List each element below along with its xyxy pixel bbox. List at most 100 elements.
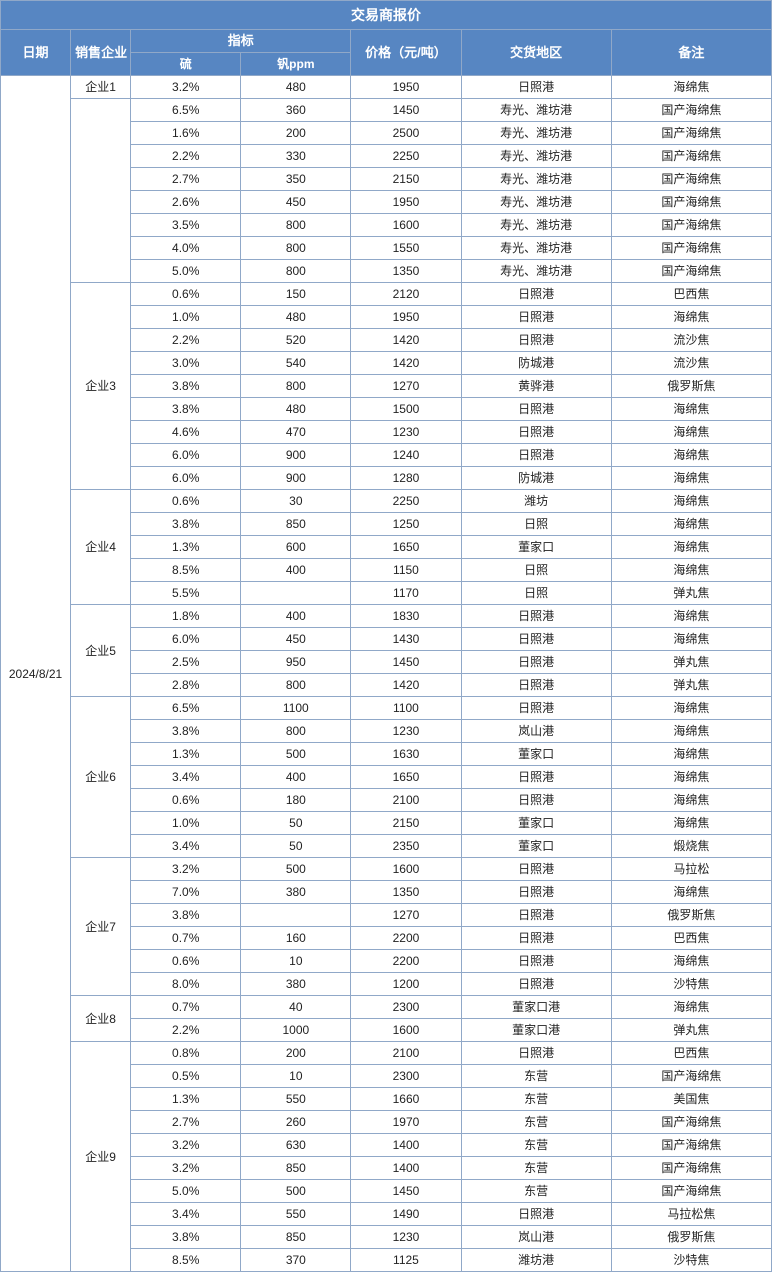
- cell-sulfur: 3.8%: [131, 398, 241, 421]
- cell-note: 海绵焦: [611, 444, 771, 467]
- cell-sulfur: 0.6%: [131, 283, 241, 306]
- cell-note: 海绵焦: [611, 881, 771, 904]
- cell-vanadium: 450: [241, 628, 351, 651]
- cell-location: 寿光、潍坊港: [461, 99, 611, 122]
- cell-price: 1630: [351, 743, 461, 766]
- cell-sulfur: 0.8%: [131, 1042, 241, 1065]
- cell-sulfur: 2.2%: [131, 145, 241, 168]
- cell-location: 日照港: [461, 789, 611, 812]
- cell-seller: 企业7: [71, 858, 131, 996]
- cell-sulfur: 0.7%: [131, 927, 241, 950]
- cell-sulfur: 2.8%: [131, 674, 241, 697]
- cell-vanadium: 630: [241, 1134, 351, 1157]
- cell-note: 俄罗斯焦: [611, 1226, 771, 1249]
- cell-note: 海绵焦: [611, 76, 771, 99]
- cell-price: 1660: [351, 1088, 461, 1111]
- cell-location: 东营: [461, 1088, 611, 1111]
- cell-note: 国产海绵焦: [611, 1134, 771, 1157]
- cell-sulfur: 0.6%: [131, 950, 241, 973]
- cell-sulfur: 7.0%: [131, 881, 241, 904]
- cell-sulfur: 4.0%: [131, 237, 241, 260]
- cell-price: 1650: [351, 766, 461, 789]
- cell-price: 1600: [351, 214, 461, 237]
- cell-note: 国产海绵焦: [611, 1065, 771, 1088]
- cell-note: 海绵焦: [611, 513, 771, 536]
- cell-vanadium: 10: [241, 950, 351, 973]
- cell-location: 董家口: [461, 536, 611, 559]
- cell-note: 海绵焦: [611, 812, 771, 835]
- cell-note: 国产海绵焦: [611, 99, 771, 122]
- cell-note: 海绵焦: [611, 628, 771, 651]
- cell-price: 1420: [351, 674, 461, 697]
- cell-sulfur: 4.6%: [131, 421, 241, 444]
- cell-location: 黄骅港: [461, 375, 611, 398]
- cell-location: 董家口港: [461, 1019, 611, 1042]
- cell-note: 国产海绵焦: [611, 191, 771, 214]
- cell-price: 1200: [351, 973, 461, 996]
- cell-location: 日照: [461, 582, 611, 605]
- cell-sulfur: 8.5%: [131, 559, 241, 582]
- cell-location: 寿光、潍坊港: [461, 168, 611, 191]
- cell-vanadium: 500: [241, 743, 351, 766]
- cell-sulfur: 6.0%: [131, 444, 241, 467]
- col-note: 备注: [611, 30, 771, 76]
- cell-location: 董家口港: [461, 996, 611, 1019]
- cell-vanadium: 1100: [241, 697, 351, 720]
- cell-sulfur: 5.5%: [131, 582, 241, 605]
- cell-location: 日照港: [461, 766, 611, 789]
- cell-vanadium: 10: [241, 1065, 351, 1088]
- cell-seller: 企业9: [71, 1042, 131, 1272]
- cell-date: 2024/8/21: [1, 76, 71, 1272]
- cell-price: 1420: [351, 352, 461, 375]
- cell-location: 日照港: [461, 628, 611, 651]
- cell-vanadium: 500: [241, 858, 351, 881]
- cell-price: 1450: [351, 1180, 461, 1203]
- cell-price: 1500: [351, 398, 461, 421]
- cell-sulfur: 1.8%: [131, 605, 241, 628]
- cell-sulfur: 3.4%: [131, 1203, 241, 1226]
- cell-vanadium: 550: [241, 1088, 351, 1111]
- cell-vanadium: 360: [241, 99, 351, 122]
- cell-vanadium: 480: [241, 76, 351, 99]
- cell-vanadium: 380: [241, 973, 351, 996]
- cell-location: 东营: [461, 1065, 611, 1088]
- cell-location: 日照港: [461, 306, 611, 329]
- cell-price: 2200: [351, 927, 461, 950]
- cell-location: 寿光、潍坊港: [461, 145, 611, 168]
- cell-vanadium: 150: [241, 283, 351, 306]
- cell-sulfur: 8.5%: [131, 1249, 241, 1272]
- cell-sulfur: 2.7%: [131, 1111, 241, 1134]
- cell-sulfur: 1.0%: [131, 306, 241, 329]
- cell-location: 日照港: [461, 858, 611, 881]
- cell-location: 日照港: [461, 605, 611, 628]
- cell-vanadium: 800: [241, 237, 351, 260]
- table-row: 企业73.2%5001600日照港马拉松: [1, 858, 772, 881]
- col-seller: 销售企业: [71, 30, 131, 76]
- cell-vanadium: 30: [241, 490, 351, 513]
- cell-vanadium: 800: [241, 214, 351, 237]
- cell-sulfur: 1.0%: [131, 812, 241, 835]
- cell-sulfur: 2.7%: [131, 168, 241, 191]
- cell-note: 流沙焦: [611, 352, 771, 375]
- cell-vanadium: 330: [241, 145, 351, 168]
- cell-vanadium: 850: [241, 513, 351, 536]
- cell-note: 马拉松焦: [611, 1203, 771, 1226]
- cell-note: 海绵焦: [611, 490, 771, 513]
- cell-note: 巴西焦: [611, 1042, 771, 1065]
- cell-vanadium: 380: [241, 881, 351, 904]
- cell-price: 1230: [351, 421, 461, 444]
- cell-price: 2300: [351, 996, 461, 1019]
- table-row: 企业40.6%302250潍坊海绵焦: [1, 490, 772, 513]
- cell-location: 日照港: [461, 973, 611, 996]
- cell-sulfur: 2.6%: [131, 191, 241, 214]
- cell-vanadium: 480: [241, 398, 351, 421]
- cell-location: 寿光、潍坊港: [461, 214, 611, 237]
- cell-location: 日照港: [461, 881, 611, 904]
- cell-note: 巴西焦: [611, 927, 771, 950]
- cell-price: 1100: [351, 697, 461, 720]
- cell-price: 2120: [351, 283, 461, 306]
- cell-sulfur: 8.0%: [131, 973, 241, 996]
- cell-price: 1950: [351, 191, 461, 214]
- table-title: 交易商报价: [1, 1, 772, 30]
- cell-location: 日照港: [461, 283, 611, 306]
